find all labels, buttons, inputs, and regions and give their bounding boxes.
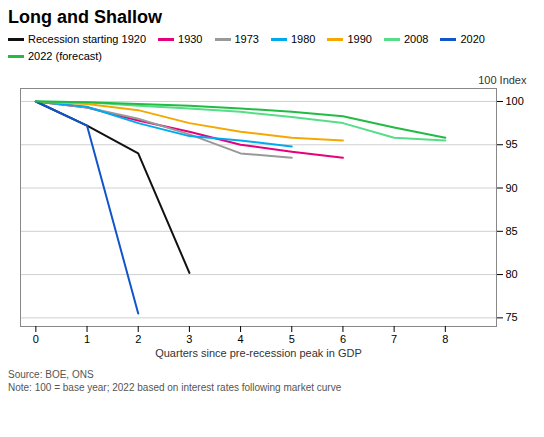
- html-text:1980: 1980: [291, 33, 316, 45]
- html-text:Source: BOE, ONS: Source: BOE, ONS: [8, 369, 94, 380]
- svg-text:Quarters since pre-recession p: Quarters since pre-recession peak in GDP: [155, 347, 362, 359]
- svg-text:4: 4: [238, 333, 244, 345]
- html-text:1973: 1973: [234, 33, 259, 45]
- svg-text:90: 90: [506, 182, 518, 194]
- svg-text:1: 1: [84, 333, 90, 345]
- svg-text:0: 0: [33, 333, 39, 345]
- svg-text:80: 80: [506, 268, 518, 280]
- html-text:1930: 1930: [178, 33, 203, 45]
- html-text:2022 (forecast): 2022 (forecast): [28, 50, 102, 62]
- html-text:Note: 100 = base year; 2022 ba: Note: 100 = base year; 2022 based on int…: [8, 382, 342, 393]
- svg-text:6: 6: [340, 333, 346, 345]
- html-text:2008: 2008: [404, 33, 429, 45]
- svg-text:100: 100: [506, 95, 524, 107]
- svg-text:2: 2: [135, 333, 141, 345]
- svg-text:95: 95: [506, 138, 518, 150]
- html-text:1990: 1990: [347, 33, 372, 45]
- svg-text:5: 5: [289, 333, 295, 345]
- svg-text:3: 3: [186, 333, 192, 345]
- svg-text:7: 7: [391, 333, 397, 345]
- svg-text:75: 75: [506, 311, 518, 323]
- svg-text:8: 8: [442, 333, 448, 345]
- html-text:Recession starting 1920: Recession starting 1920: [28, 33, 146, 45]
- svg-text:85: 85: [506, 225, 518, 237]
- html-text:Long and Shallow: Long and Shallow: [8, 7, 162, 27]
- svg-text:100 Index: 100 Index: [478, 74, 527, 86]
- html-text:2020: 2020: [460, 33, 485, 45]
